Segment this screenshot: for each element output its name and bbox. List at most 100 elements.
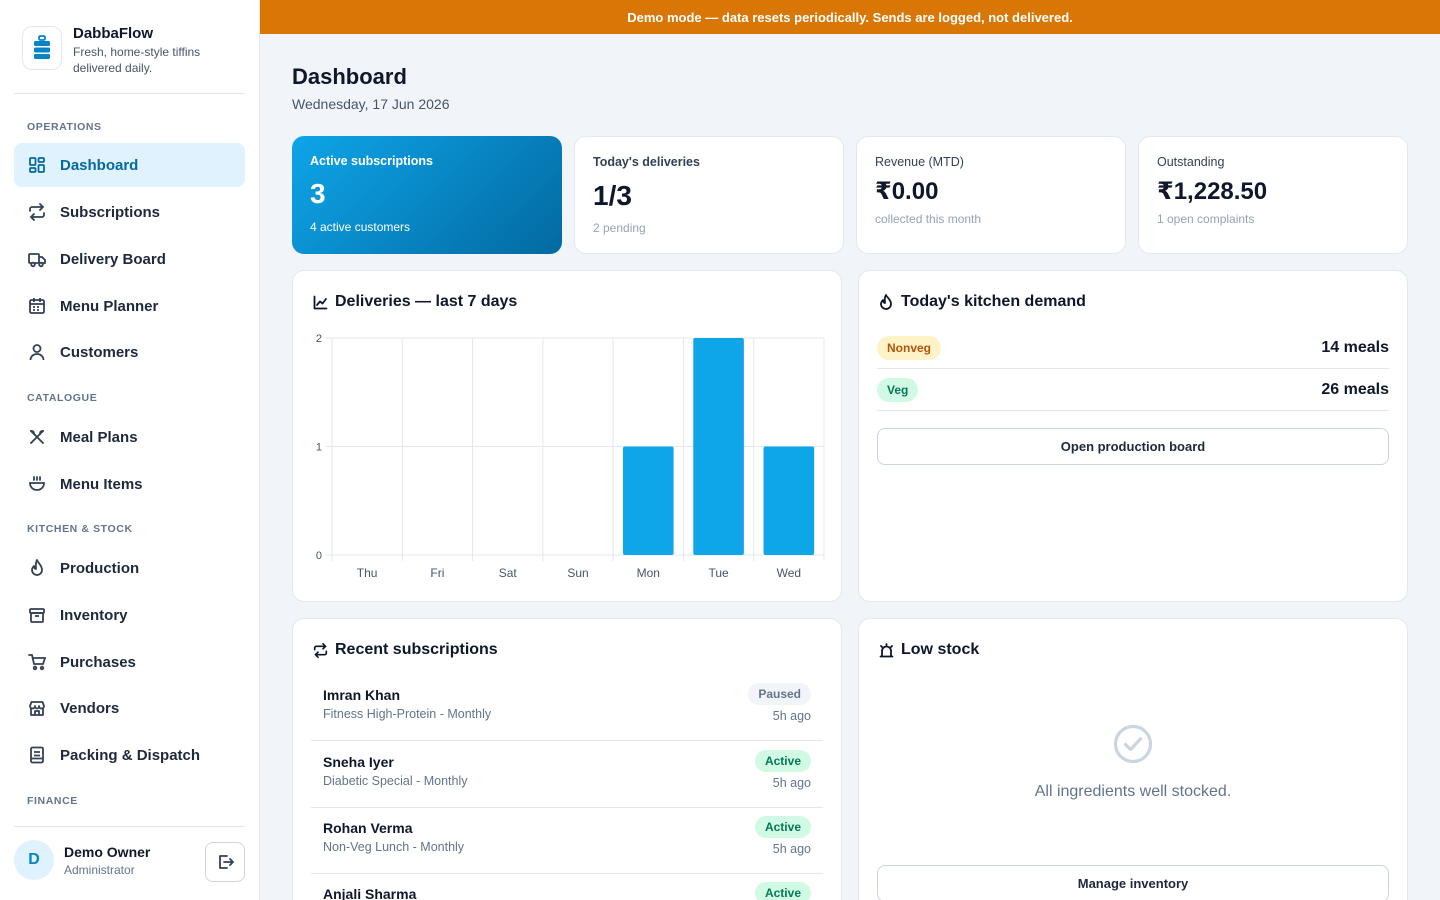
cart-icon xyxy=(27,652,47,672)
y-tick-label: 1 xyxy=(316,442,322,454)
demo-banner: Demo mode — data resets periodically. Se… xyxy=(260,0,1440,34)
sidebar-item-label: Packing & Dispatch xyxy=(60,746,201,764)
sidebar-item-inventory[interactable]: Inventory xyxy=(14,593,245,637)
sidebar-item-label: Menu Planner xyxy=(60,297,159,315)
bar-mon xyxy=(622,446,674,555)
list-item[interactable]: Anjali Sharma Active xyxy=(311,874,823,900)
deliveries-chart-card: Deliveries — last 7 days 0 1 2 Thu Fri Sat Sun… xyxy=(292,270,842,602)
deliveries-bar-chart: 0 1 2 Thu Fri Sat Sun Mon Tue Wed xyxy=(316,333,825,580)
flame-icon xyxy=(879,294,895,310)
x-tick-label: Sat xyxy=(499,566,518,580)
sidebar-item-label: Vendors xyxy=(60,699,120,717)
calendar-icon xyxy=(27,296,47,316)
stat-title: Active subscriptions xyxy=(310,154,433,168)
check-circle-icon xyxy=(1113,724,1153,769)
section-label-catalogue: CATALOGUE xyxy=(27,392,98,404)
logout-icon xyxy=(219,855,234,869)
store-icon xyxy=(27,698,47,718)
user-profile: D Demo Owner Administrator xyxy=(14,840,245,882)
dashboard-icon xyxy=(27,155,47,175)
divider xyxy=(14,93,245,94)
sidebar-item-label: Dashboard xyxy=(60,156,139,174)
x-tick-label: Wed xyxy=(777,566,801,580)
stat-card-active-subscriptions[interactable]: Active subscriptions 3 4 active customer… xyxy=(292,136,562,254)
stat-card-revenue[interactable]: Revenue (MTD) ₹0.00 collected this month xyxy=(856,136,1126,254)
sidebar-item-menu-items[interactable]: Menu Items xyxy=(14,462,245,506)
sidebar-item-label: Production xyxy=(60,559,140,577)
sidebar-item-purchases[interactable]: Purchases xyxy=(14,640,245,684)
stat-card-outstanding[interactable]: Outstanding ₹1,228.50 1 open complaints xyxy=(1138,136,1408,254)
sidebar-item-label: Menu Items xyxy=(60,475,143,493)
stat-card-todays-deliveries[interactable]: Today's deliveries 1/3 2 pending xyxy=(574,136,844,254)
stat-sub: 4 active customers xyxy=(310,220,411,234)
list-item[interactable]: Rohan Verma Non-Veg Lunch - Monthly Acti… xyxy=(311,808,823,874)
card-title: Today's kitchen demand xyxy=(901,293,1086,310)
y-tick-label: 2 xyxy=(316,333,322,345)
stat-title: Outstanding xyxy=(1157,155,1225,169)
status-badge: Active xyxy=(754,816,811,838)
truck-icon xyxy=(27,249,47,269)
plan-name: Fitness High-Protein - Monthly xyxy=(323,707,492,721)
stat-value: 1/3 xyxy=(593,180,632,211)
page-title: Dashboard xyxy=(292,64,407,89)
archive-icon xyxy=(27,605,47,625)
sidebar-item-customers[interactable]: Customers xyxy=(14,330,245,374)
customer-name: Anjali Sharma xyxy=(323,886,417,900)
bar-tue xyxy=(693,338,744,555)
sidebar-item-delivery-board[interactable]: Delivery Board xyxy=(14,237,245,281)
stat-value: ₹1,228.50 xyxy=(1157,178,1268,205)
x-tick-label: Tue xyxy=(708,566,729,580)
card-title: Recent subscriptions xyxy=(335,641,498,658)
status-badge: Paused xyxy=(748,683,811,705)
open-production-board-button[interactable]: Open production board xyxy=(877,428,1389,465)
sidebar-item-packing-dispatch[interactable]: Packing & Dispatch xyxy=(14,733,245,777)
x-tick-label: Fri xyxy=(430,566,444,580)
sidebar-item-label: Meal Plans xyxy=(60,428,138,446)
stat-sub: collected this month xyxy=(875,212,982,226)
status-badge: Active xyxy=(754,882,811,900)
tiffin-logo-icon xyxy=(22,26,62,70)
stat-value: 3 xyxy=(310,178,326,209)
x-tick-label: Mon xyxy=(637,566,660,580)
sidebar-item-menu-planner[interactable]: Menu Planner xyxy=(14,284,245,328)
utensils-icon xyxy=(27,427,47,447)
diet-badge: Nonveg xyxy=(877,335,942,360)
demand-row: Veg 26 meals xyxy=(877,369,1389,411)
meal-count: 26 meals xyxy=(1321,380,1389,398)
manage-inventory-button[interactable]: Manage inventory xyxy=(877,865,1389,900)
list-item[interactable]: Sneha Iyer Diabetic Special - Monthly Ac… xyxy=(311,742,823,808)
sidebar-item-label: Inventory xyxy=(60,606,128,624)
sidebar-item-label: Subscriptions xyxy=(60,203,161,221)
x-tick-label: Sun xyxy=(567,566,588,580)
sidebar-item-subscriptions[interactable]: Subscriptions xyxy=(14,190,245,234)
bar-wed xyxy=(763,446,815,555)
sidebar-item-label: Customers xyxy=(60,343,139,361)
list-item[interactable]: Imran Khan Fitness High-Protein - Monthl… xyxy=(311,675,823,741)
sidebar-item-production[interactable]: Production xyxy=(14,546,245,590)
card-title: Deliveries — last 7 days xyxy=(335,293,518,310)
card-title: Low stock xyxy=(901,641,980,658)
alert-siren-icon xyxy=(879,642,895,658)
customer-name: Imran Khan xyxy=(323,687,401,703)
brand[interactable]: DabbaFlow Fresh, home-style tiffins deli… xyxy=(22,25,223,76)
bowl-icon xyxy=(27,474,47,494)
plan-name: Diabetic Special - Monthly xyxy=(323,774,468,788)
avatar[interactable]: D xyxy=(14,840,54,880)
sidebar-item-meal-plans[interactable]: Meal Plans xyxy=(14,415,245,459)
user-role: Administrator xyxy=(64,862,135,877)
timestamp: 5h ago xyxy=(772,776,811,790)
sidebar-item-vendors[interactable]: Vendors xyxy=(14,686,245,730)
logout-button[interactable] xyxy=(205,842,245,882)
empty-state-message: All ingredients well stocked. xyxy=(1034,783,1232,800)
sidebar-item-dashboard[interactable]: Dashboard xyxy=(14,143,245,187)
diet-badge: Veg xyxy=(877,377,919,402)
sidebar-item-label: Purchases xyxy=(60,653,136,671)
brand-tagline: Fresh, home-style tiffins delivered dail… xyxy=(73,45,201,75)
stat-title: Today's deliveries xyxy=(593,155,700,169)
divider xyxy=(14,826,245,827)
kitchen-demand-card: Today's kitchen demand Nonveg 14 meals V… xyxy=(858,270,1408,602)
stat-sub: 2 pending xyxy=(593,221,646,235)
sidebar: DabbaFlow Fresh, home-style tiffins deli… xyxy=(0,0,260,900)
meal-count: 14 meals xyxy=(1321,338,1389,356)
stat-title: Revenue (MTD) xyxy=(875,155,964,169)
